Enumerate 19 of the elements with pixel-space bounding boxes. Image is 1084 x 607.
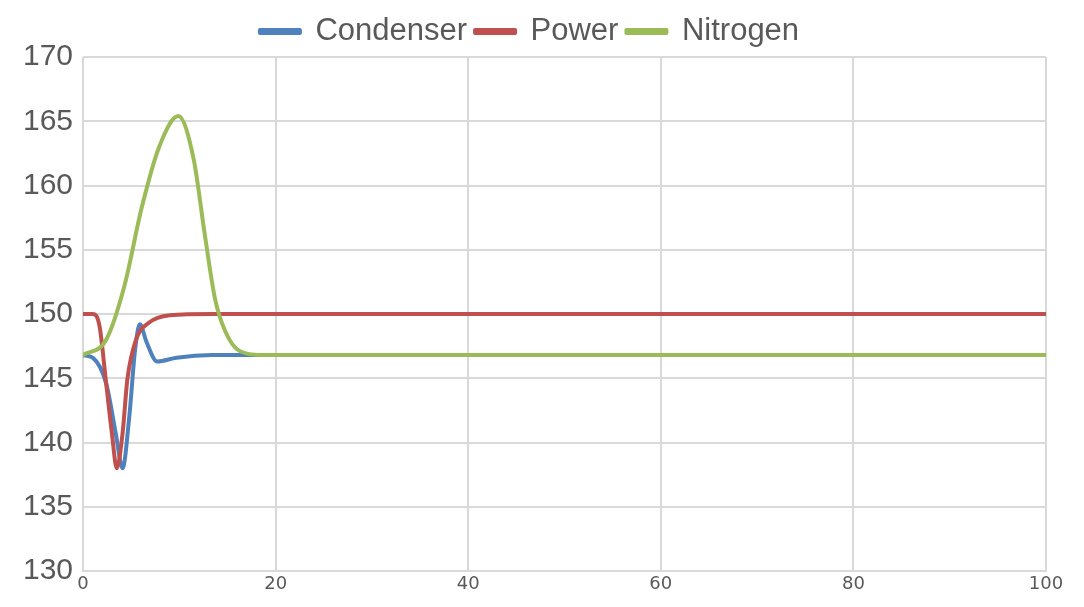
- y-tick-label: 155: [22, 231, 74, 265]
- line-series: [83, 114, 1046, 358]
- x-tick-label: 80: [841, 572, 865, 594]
- y-tick-label: 160: [22, 166, 74, 200]
- x-tick-label: 100: [1028, 572, 1064, 594]
- y-tick-label: 170: [22, 38, 74, 72]
- legend-label: Power: [530, 12, 619, 48]
- x-tick-label: 0: [77, 572, 89, 594]
- y-tick-label: 135: [22, 488, 74, 522]
- y-tick-label: 165: [22, 102, 74, 136]
- legend-label: Condenser: [315, 12, 468, 48]
- x-tick-label: 60: [649, 572, 673, 594]
- x-tick-label: 40: [456, 572, 480, 594]
- x-tick-label: 20: [264, 572, 288, 594]
- legend-label: Nitrogen: [681, 12, 800, 48]
- y-tick-label: 130: [22, 552, 74, 586]
- y-tick-label: 140: [22, 423, 74, 457]
- y-tick-label: 150: [22, 295, 74, 329]
- y-tick-label: 145: [22, 359, 74, 393]
